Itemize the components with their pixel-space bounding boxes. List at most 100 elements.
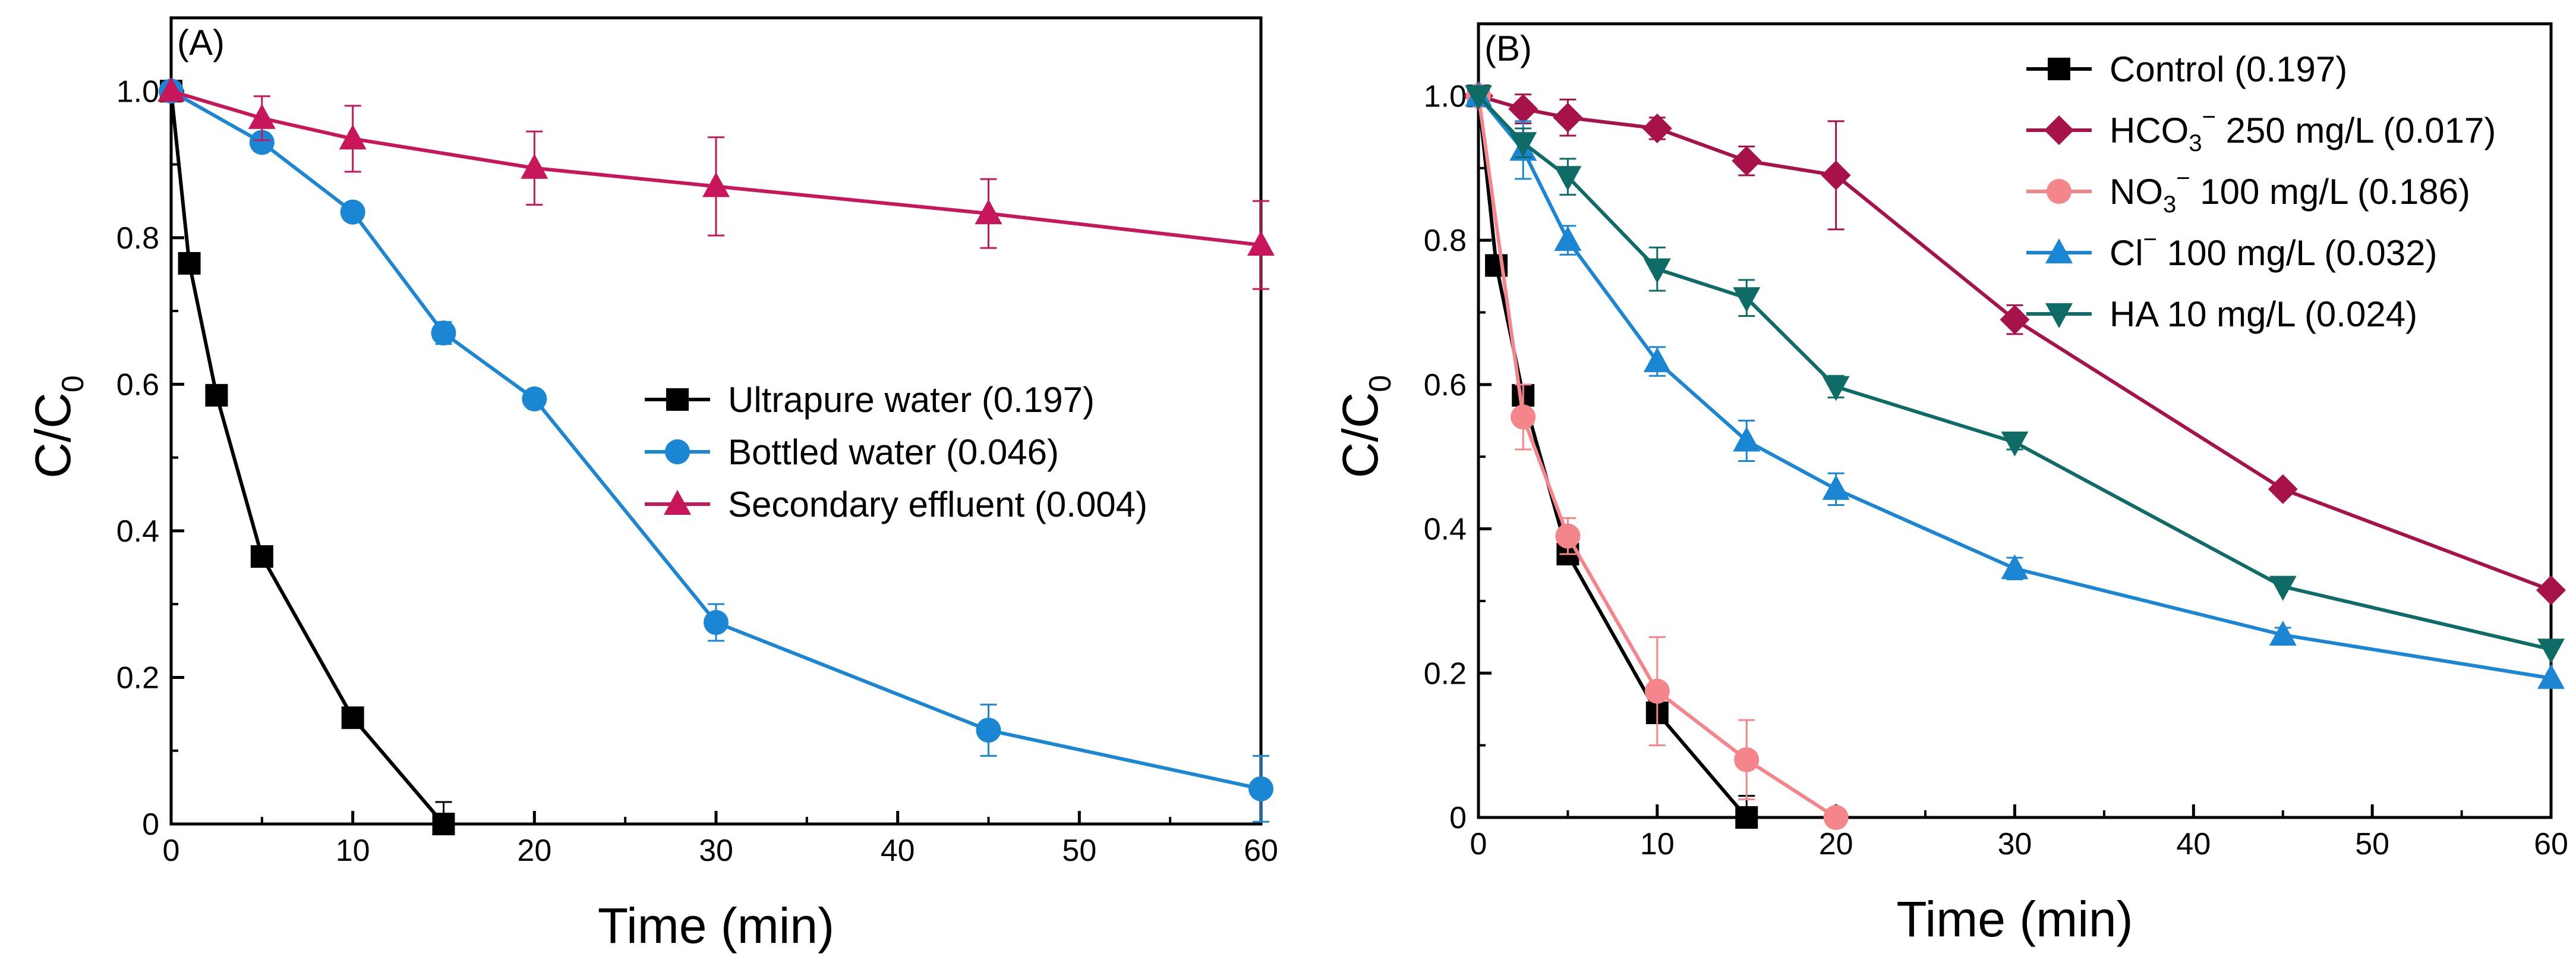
- series-line: [169, 90, 445, 825]
- y-tick-label: 0.2: [1424, 656, 1467, 691]
- data-point: [1247, 231, 1275, 256]
- legend-label-sup: −: [2176, 165, 2190, 191]
- data-point: [1732, 146, 1762, 176]
- data-point: [2268, 474, 2298, 504]
- legend-label-part: 100 mg/L (0.186): [2190, 172, 2470, 212]
- x-tick-label: 60: [1244, 834, 1278, 868]
- data-point: [2269, 575, 2297, 601]
- data-point: [704, 610, 729, 635]
- x-tick-label: 10: [336, 834, 370, 868]
- x-tick-label: 20: [1819, 827, 1853, 861]
- x-axis-label: Time (min): [1896, 891, 2133, 947]
- legend-label-sup: −: [2202, 104, 2216, 130]
- data-point: [1465, 85, 1492, 111]
- data-point: [976, 718, 1001, 743]
- data-point: [2269, 620, 2297, 646]
- x-tick-label: 40: [881, 834, 915, 868]
- data-point: [2537, 663, 2565, 689]
- legend-marker: [665, 439, 690, 464]
- y-axis-label-main: C/C: [1332, 392, 1388, 479]
- data-point: [2537, 639, 2565, 664]
- legend-item: NO3− 100 mg/L (0.186): [2026, 165, 2470, 218]
- legend-label-sub: 3: [2163, 191, 2176, 218]
- series-1: [1464, 81, 2566, 605]
- data-point: [1248, 776, 1273, 801]
- data-point: [1553, 102, 1583, 133]
- legend-label: Ultrapure water (0.197): [728, 380, 1095, 420]
- x-tick-label: 10: [1640, 827, 1675, 861]
- data-point: [250, 545, 273, 568]
- y-axis-label: C/C0: [25, 375, 90, 479]
- legend-label-sup: −: [2143, 227, 2157, 253]
- legend-label: Bottled water (0.046): [728, 432, 1059, 472]
- legend-item: HA 10 mg/L (0.024): [2026, 294, 2417, 334]
- panel-label: (A): [177, 23, 225, 62]
- data-point: [1733, 426, 1761, 452]
- panel-a-chart: 0 10 20 30 40 50 60 0 0.2 0.4 0.6 0.8 1.0 Time (min) C…: [25, 16, 1278, 954]
- x-tick-label: 60: [2534, 827, 2568, 861]
- data-point: [1644, 678, 1670, 704]
- series-line: [1477, 96, 1748, 819]
- legend-label: Control (0.197): [2110, 49, 2347, 89]
- y-tick-label: 0.2: [116, 661, 159, 695]
- data-point: [702, 172, 730, 197]
- x-tick-label: 40: [2176, 827, 2211, 861]
- legend-label-part: HCO: [2110, 111, 2189, 150]
- data-point: [2001, 554, 2029, 580]
- panel-label: (B): [1484, 29, 1532, 68]
- legend-marker: [666, 388, 689, 411]
- series-0: [160, 80, 455, 835]
- data-point: [1554, 166, 1582, 191]
- legend-marker: [664, 490, 691, 515]
- legend-label-sub: 3: [2189, 130, 2202, 156]
- series-line: [1478, 94, 2552, 592]
- legend-label: HCO3− 250 mg/L (0.017): [2110, 104, 2496, 156]
- data-point: [1508, 94, 1538, 124]
- data-point: [1643, 347, 1671, 372]
- data-point: [521, 153, 548, 179]
- data-point: [1554, 226, 1582, 251]
- data-point: [2001, 431, 2029, 457]
- series-line: [1477, 95, 1837, 819]
- y-tick-label: 0.4: [116, 514, 159, 549]
- data-point: [1643, 258, 1671, 284]
- series-0: [1467, 84, 1758, 829]
- data-point: [1733, 287, 1761, 313]
- y-tick-label: 0.6: [116, 367, 159, 402]
- x-tick-label: 0: [163, 834, 180, 868]
- legend-item: Secondary effluent (0.004): [645, 485, 1147, 524]
- legend-marker: [2045, 238, 2073, 263]
- data-point: [1509, 132, 1537, 158]
- legend: Ultrapure water (0.197) Bottled water (0.…: [645, 380, 1147, 524]
- x-tick-label: 0: [1470, 827, 1487, 861]
- data-point: [2000, 304, 2030, 335]
- data-point: [1642, 113, 1672, 143]
- x-tick-label: 50: [2355, 827, 2389, 861]
- data-point: [431, 320, 456, 346]
- legend-label-part: 100 mg/L (0.032): [2157, 233, 2437, 273]
- legend-item: Control (0.197): [2026, 49, 2347, 89]
- y-tick-label: 1.0: [116, 74, 159, 109]
- data-point: [341, 706, 364, 729]
- legend-item: HCO3− 250 mg/L (0.017): [2026, 104, 2496, 156]
- data-point: [339, 124, 367, 150]
- legend-item: Bottled water (0.046): [645, 432, 1059, 472]
- y-axis-label: C/C0: [1332, 375, 1398, 479]
- legend-marker: [2047, 179, 2071, 204]
- y-axis-label-main: C/C: [25, 392, 81, 479]
- series-2: [1466, 83, 1849, 830]
- data-point: [975, 199, 1002, 225]
- y-tick-label: 0.8: [1424, 224, 1467, 258]
- data-point: [1822, 376, 1850, 401]
- legend-label: HA 10 mg/L (0.024): [2110, 294, 2417, 334]
- data-point: [1734, 747, 1760, 772]
- legend-label-part: 250 mg/L (0.017): [2216, 111, 2496, 150]
- data-point: [1555, 523, 1581, 549]
- legend-label: Secondary effluent (0.004): [728, 485, 1147, 524]
- data-point: [1822, 474, 1850, 500]
- data-point: [1821, 160, 1851, 190]
- data-point: [522, 386, 547, 412]
- x-axis-label: Time (min): [598, 898, 834, 954]
